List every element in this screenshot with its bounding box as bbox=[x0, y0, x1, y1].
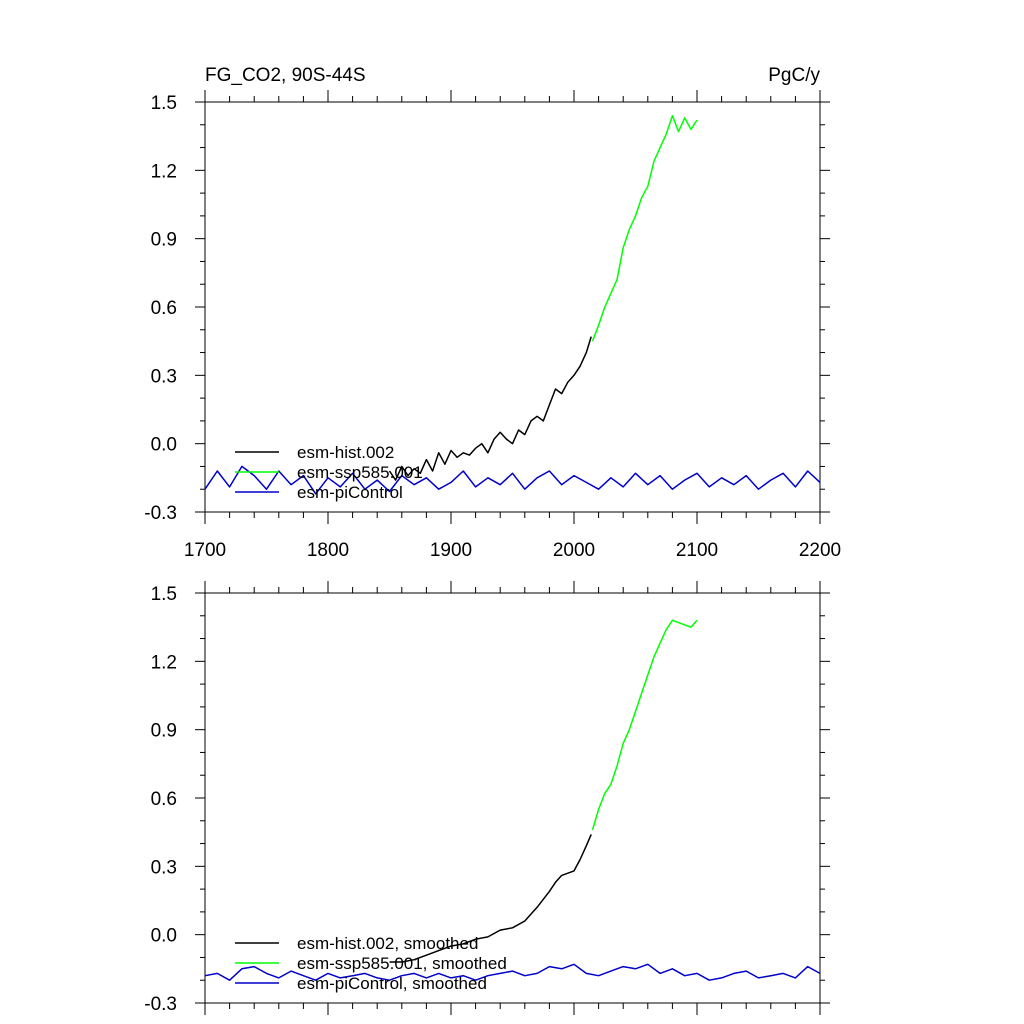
bottom-ytick-label: 0.6 bbox=[151, 789, 177, 810]
top-ytick-label: -0.3 bbox=[144, 503, 177, 524]
top-xtick-label: 1800 bbox=[307, 540, 349, 561]
bottom-ytick-label: 1.2 bbox=[151, 652, 177, 673]
panel-bottom: -0.3 0.0 0.3 0.6 0.9 1.2 1.5 esm-hist.002, smo… bbox=[144, 581, 830, 1015]
bottom-series-line-1 bbox=[591, 619, 698, 831]
top-series-line-2 bbox=[204, 465, 821, 495]
top-ytick-label: 0.6 bbox=[151, 298, 177, 319]
top-ytick-label: 0.3 bbox=[151, 366, 177, 387]
top-xtick-label: 2100 bbox=[676, 540, 718, 561]
bottom-legend-label: esm-hist.002, smoothed bbox=[297, 934, 478, 953]
panel-top-title-left: FG_CO2, 90S-44S bbox=[205, 65, 366, 86]
panel-top-series bbox=[204, 114, 821, 495]
top-legend-label: esm-ssp585.001 bbox=[297, 463, 423, 482]
bottom-ytick-label: 0.9 bbox=[151, 721, 177, 742]
panel-bottom-series bbox=[204, 619, 821, 981]
top-series-line-1 bbox=[591, 114, 698, 342]
panel-top-ticks: -0.3 0.0 0.3 0.6 0.9 1.2 1.5 1700 1800 1900 2000 21… bbox=[144, 90, 841, 561]
bottom-ytick-label: 1.5 bbox=[151, 584, 177, 605]
top-ytick-label: 1.2 bbox=[151, 161, 177, 182]
bottom-series-line-0 bbox=[389, 834, 592, 963]
bottom-legend-label: esm-piControl, smoothed bbox=[297, 974, 487, 993]
top-ytick-label: 0.0 bbox=[151, 435, 177, 456]
top-legend-label: esm-hist.002 bbox=[297, 443, 394, 462]
top-ytick-label: 0.9 bbox=[151, 230, 177, 251]
top-xtick-label: 2000 bbox=[553, 540, 595, 561]
bottom-series-line-2 bbox=[204, 963, 821, 981]
panel-top: FG_CO2, 90S-44S PgC/y -0.3 0.0 0.3 0.6 0.9 1.… bbox=[144, 65, 841, 561]
bottom-ytick-label: 0.0 bbox=[151, 926, 177, 947]
top-ytick-label: 1.5 bbox=[151, 93, 177, 114]
panel-bottom-ticks: -0.3 0.0 0.3 0.6 0.9 1.2 1.5 bbox=[144, 581, 830, 1015]
top-xtick-label: 1700 bbox=[184, 540, 226, 561]
bottom-ytick-label: -0.3 bbox=[144, 994, 177, 1015]
top-xtick-label: 2200 bbox=[799, 540, 841, 561]
top-xtick-label: 1900 bbox=[430, 540, 472, 561]
top-legend-label: esm-piControl bbox=[297, 483, 403, 502]
bottom-ytick-label: 0.3 bbox=[151, 857, 177, 878]
bottom-legend-label: esm-ssp585.001, smoothed bbox=[297, 954, 507, 973]
top-series-line-0 bbox=[388, 336, 592, 481]
panel-top-title-right: PgC/y bbox=[768, 65, 820, 86]
